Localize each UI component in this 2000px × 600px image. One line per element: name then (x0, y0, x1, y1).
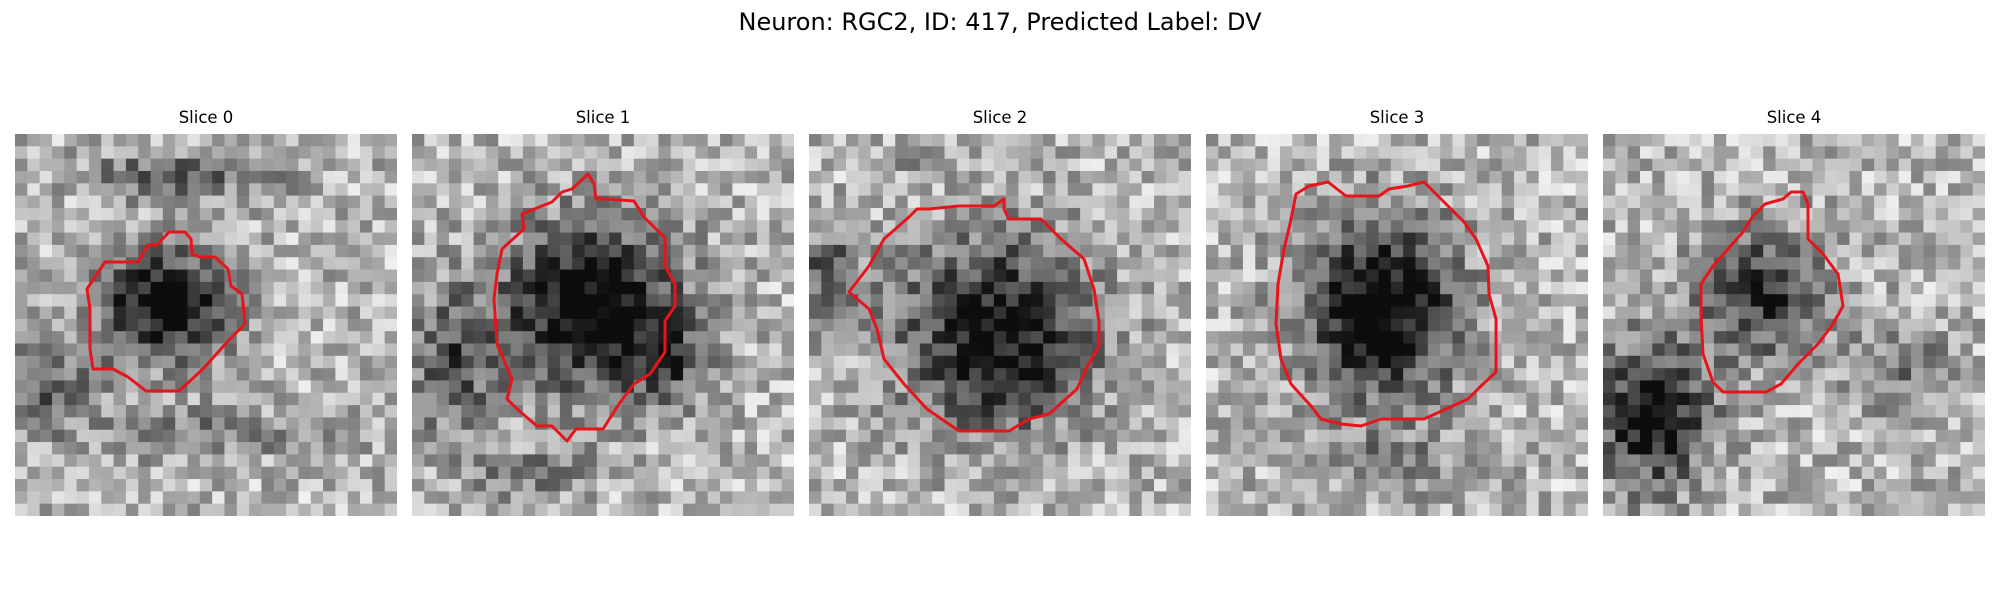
slice-panel-1: Slice 1 (412, 108, 794, 523)
slice-image (412, 134, 794, 516)
slice-image (1206, 134, 1588, 516)
grayscale-pixels (1206, 134, 1588, 516)
segmentation-contour (85, 230, 247, 393)
slice-image (15, 134, 397, 516)
grayscale-pixels (15, 134, 397, 516)
slice-title: Slice 0 (178, 108, 234, 127)
slice-title: Slice 4 (1766, 108, 1822, 127)
figure-title: Neuron: RGC2, ID: 417, Predicted Label: … (738, 8, 1262, 36)
segmentation-contour (1274, 180, 1498, 428)
segmentation-contour (847, 197, 1101, 433)
slice-title: Slice 1 (575, 108, 631, 127)
slice-panel-3: Slice 3 (1206, 108, 1588, 523)
grayscale-pixels (809, 134, 1191, 516)
grayscale-pixels (1603, 134, 1985, 516)
slice-panel-4: Slice 4 (1603, 108, 1985, 523)
slice-title: Slice 2 (972, 108, 1028, 127)
slice-panel-0: Slice 0 (15, 108, 397, 523)
segmentation-contour (1699, 190, 1845, 394)
grayscale-pixels (412, 134, 794, 516)
slice-image (1603, 134, 1985, 516)
segmentation-contour (492, 172, 677, 443)
slice-title: Slice 3 (1369, 108, 1425, 127)
slice-image (809, 134, 1191, 516)
slice-panel-2: Slice 2 (809, 108, 1191, 523)
